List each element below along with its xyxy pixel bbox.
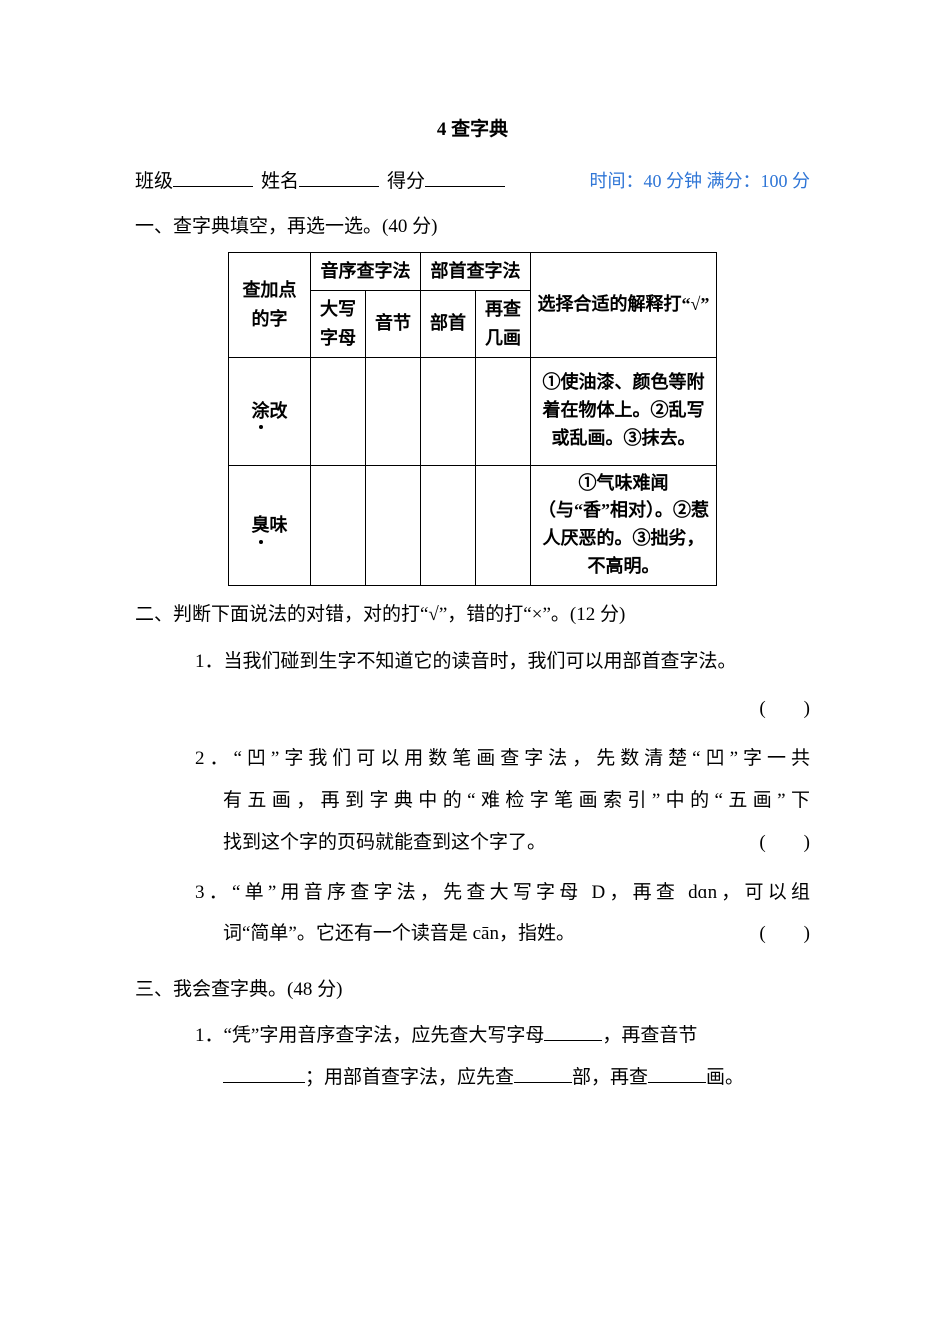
- q3-1a: 1．“凭”字用音序查字法，应先查大写字母: [195, 1025, 544, 1046]
- cell-blank[interactable]: [476, 465, 531, 586]
- fill-blank[interactable]: [648, 1082, 706, 1083]
- score-label: 得分: [387, 167, 425, 197]
- cell-expl-1[interactable]: ①使油漆、颜色等附着在物体上。②乱写或乱画。③抹去。: [531, 357, 717, 465]
- section-one-title: 一、查字典填空，再选一选。(40 分): [135, 212, 810, 242]
- answer-paren[interactable]: ( ): [759, 822, 810, 864]
- q2-3-line1b: n，可以组: [708, 882, 810, 903]
- page-title: 4 查字典: [135, 115, 810, 145]
- cell-blank[interactable]: [421, 357, 476, 465]
- header-fields: 班级 姓名 得分: [135, 167, 513, 197]
- cell-blank[interactable]: [311, 357, 366, 465]
- th-zaicha: 再查几画: [476, 290, 531, 357]
- q3-1e: 画。: [706, 1067, 744, 1088]
- q2-3: 3．“单”用音序查字法，先查大写字母 D，再查 dɑn，可以组 词“简单”。它还…: [195, 872, 810, 956]
- section-two-list: 1．当我们碰到生字不知道它的读音时，我们可以用部首查字法。 ( ) 2．“凹”字…: [135, 641, 810, 956]
- plain-char: 改: [270, 401, 288, 421]
- q3-1c: ；用部首查字法，应先查: [305, 1067, 514, 1088]
- th-daxie: 大写字母: [311, 290, 366, 357]
- cell-blank[interactable]: [421, 465, 476, 586]
- q2-2-line3: 找到这个字的页码就能查到这个字了。: [223, 832, 546, 853]
- cell-word-2: 臭味: [229, 465, 311, 586]
- q2-3-pin: ɑ: [698, 882, 708, 903]
- cell-blank[interactable]: [366, 465, 421, 586]
- answer-paren[interactable]: ( ): [759, 913, 810, 955]
- dict-table: 查加点的字 音序查字法 部首查字法 选择合适的解释打“√” 大写字母 音节 部首…: [228, 252, 717, 586]
- q3-1d: 部，再查: [572, 1067, 648, 1088]
- q2-2: 2．“凹”字我们可以用数笔画查字法，先数清楚“凹”字一共 有五画，再到字典中的“…: [195, 738, 810, 863]
- th-yinxu: 音序查字法: [311, 253, 421, 291]
- header-row: 班级 姓名 得分 时间：40 分钟 满分：100 分: [135, 167, 810, 197]
- q2-1: 1．当我们碰到生字不知道它的读音时，我们可以用部首查字法。 ( ): [195, 641, 810, 731]
- score-blank[interactable]: [425, 186, 505, 187]
- cell-blank[interactable]: [476, 357, 531, 465]
- dotted-char: 臭: [252, 511, 270, 540]
- th-yinjie: 音节: [366, 290, 421, 357]
- dict-table-wrap: 查加点的字 音序查字法 部首查字法 选择合适的解释打“√” 大写字母 音节 部首…: [135, 252, 810, 586]
- th-bushou2: 部首: [421, 290, 476, 357]
- q3-1b: ，再查音节: [602, 1025, 697, 1046]
- class-label: 班级: [135, 167, 173, 197]
- q2-3-line2: 词“简单”。它还有一个读音是 cān，指姓。: [223, 923, 575, 944]
- cell-expl-2[interactable]: ①气味难闻（与“香”相对）。②惹人厌恶的。③拙劣，不高明。: [531, 465, 717, 586]
- cell-word-1: 涂改: [229, 357, 311, 465]
- plain-char: 味: [270, 515, 288, 535]
- q2-2-line2: 有五画，再到字典中的“难检字笔画索引”中的“五画”下: [195, 780, 810, 822]
- section-three-title: 三、我会查字典。(48 分): [135, 975, 810, 1005]
- fill-blank[interactable]: [223, 1082, 305, 1083]
- fill-blank[interactable]: [544, 1040, 602, 1041]
- th-word: 查加点的字: [229, 253, 311, 357]
- cell-blank[interactable]: [311, 465, 366, 586]
- th-expl: 选择合适的解释打“√”: [531, 253, 717, 357]
- section-two-title: 二、判断下面说法的对错，对的打“√”，错的打“×”。(12 分): [135, 600, 810, 630]
- class-blank[interactable]: [173, 186, 253, 187]
- answer-paren[interactable]: ( ): [759, 688, 810, 730]
- dotted-char: 涂: [252, 397, 270, 426]
- q2-2-line1: 2．“凹”字我们可以用数笔画查字法，先数清楚“凹”字一共: [195, 738, 810, 780]
- q2-3-line1a: 3．“单”用音序查字法，先查大写字母 D，再查 d: [195, 882, 698, 903]
- time-info: 时间：40 分钟 满分：100 分: [590, 167, 811, 196]
- name-label: 姓名: [261, 167, 299, 197]
- q3-1: 1．“凭”字用音序查字法，应先查大写字母 ，再查音节 ；用部首查字法，应先查 部，再…: [135, 1015, 810, 1099]
- cell-blank[interactable]: [366, 357, 421, 465]
- name-blank[interactable]: [299, 186, 379, 187]
- q2-1-text: 1．当我们碰到生字不知道它的读音时，我们可以用部首查字法。: [195, 651, 737, 672]
- table-row: 臭味 ①气味难闻（与“香”相对）。②惹人厌恶的。③拙劣，不高明。: [229, 465, 717, 586]
- table-row: 涂改 ①使油漆、颜色等附着在物体上。②乱写或乱画。③抹去。: [229, 357, 717, 465]
- fill-blank[interactable]: [514, 1082, 572, 1083]
- th-bushou: 部首查字法: [421, 253, 531, 291]
